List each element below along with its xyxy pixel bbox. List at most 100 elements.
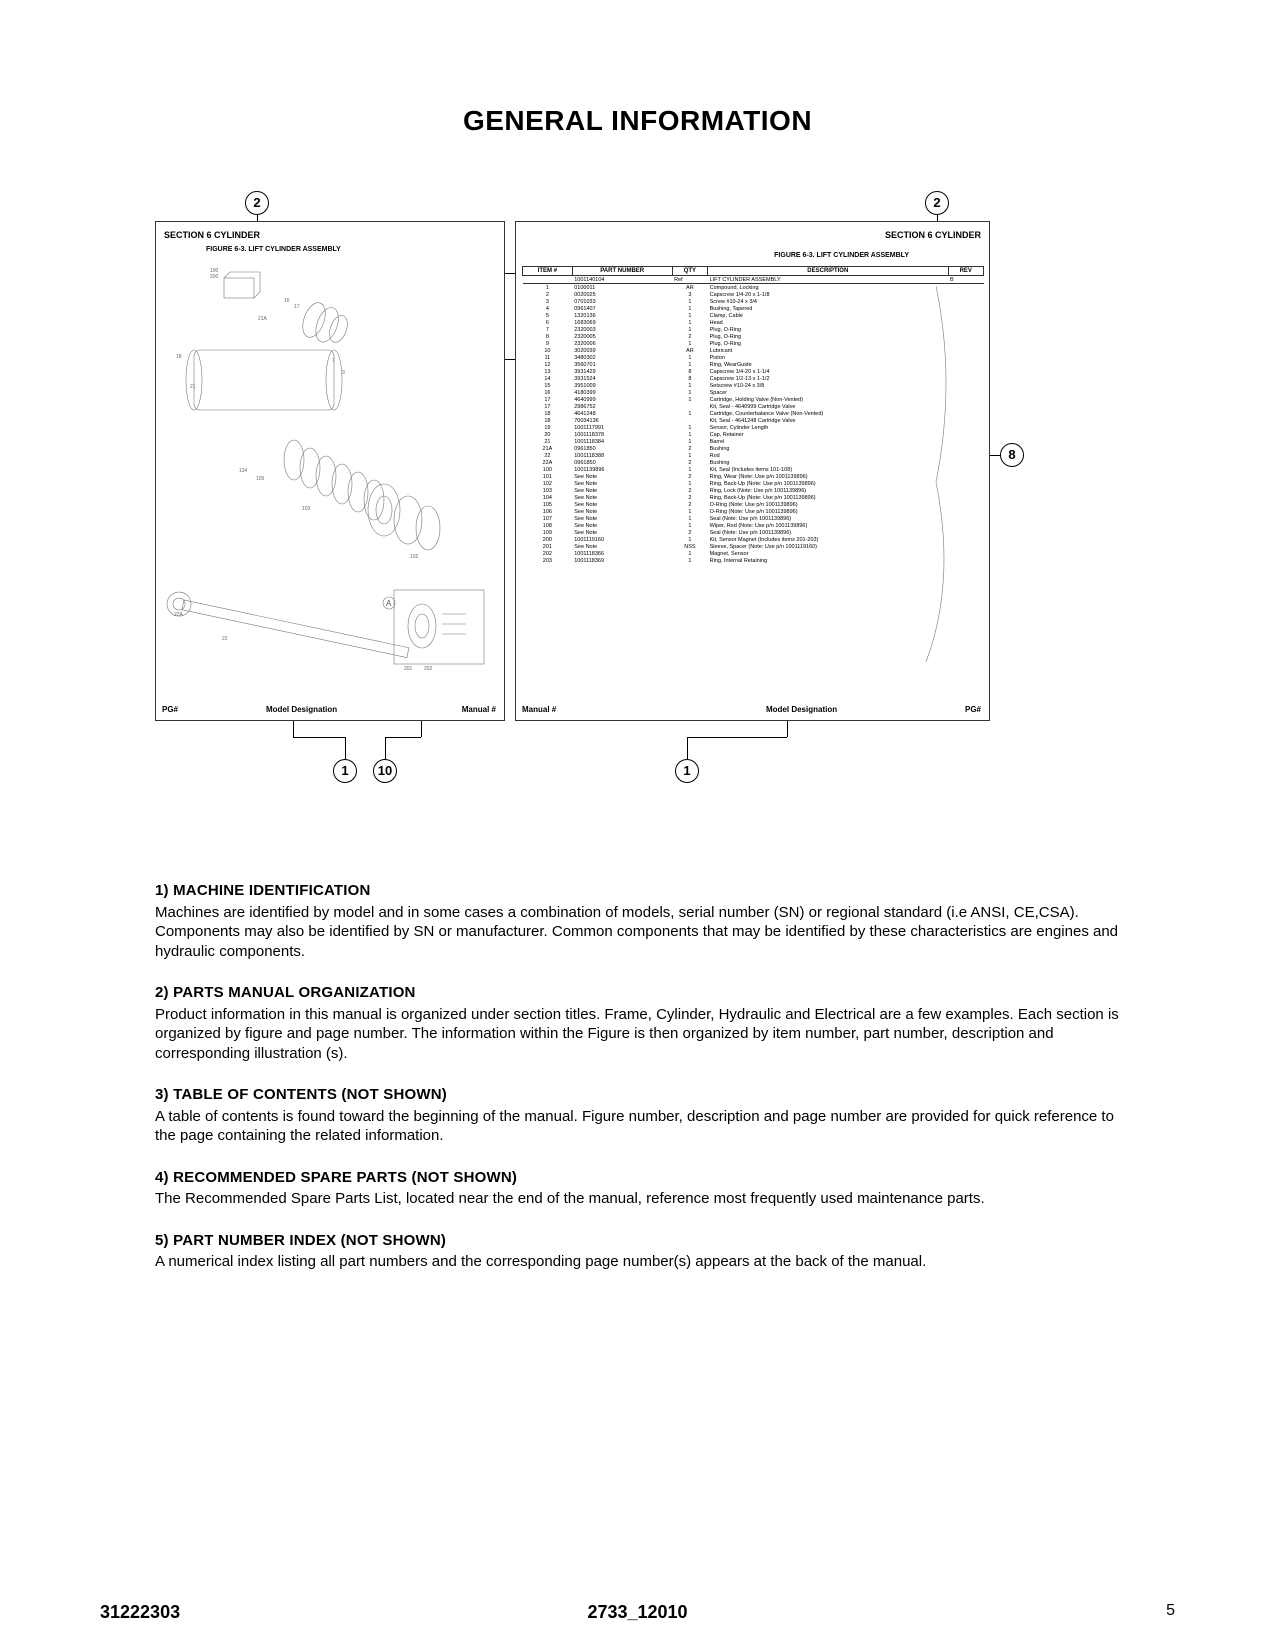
table-cell: 3480302: [572, 354, 672, 361]
leader: [687, 737, 688, 759]
table-cell: See Note: [572, 529, 672, 536]
table-cell: [672, 403, 707, 410]
table-cell: 1683069: [572, 319, 672, 326]
label-pg-left: PG#: [162, 705, 178, 714]
section-3-heading: 3) TABLE OF CONTENTS (NOT SHOWN): [155, 1085, 1120, 1105]
left-figure-title: FIGURE 6-3. LIFT CYLINDER ASSEMBLY: [206, 246, 341, 253]
table-cell: 4641248: [572, 410, 672, 417]
table-cell: 1: [672, 522, 707, 529]
table-cell: 7: [523, 326, 573, 333]
table-cell: 9: [523, 340, 573, 347]
table-cell: 1: [672, 438, 707, 445]
table-cell: 8: [672, 375, 707, 382]
table-cell: 100: [523, 466, 573, 473]
table-cell: 1: [672, 340, 707, 347]
table-cell: 107: [523, 515, 573, 522]
table-cell: Ref: [672, 276, 707, 284]
table-cell: 106: [523, 508, 573, 515]
diagram-right-panel: SECTION 6 CYLINDER FIGURE 6-3. LIFT CYLI…: [515, 221, 990, 721]
table-cell: See Note: [572, 508, 672, 515]
table-cell: [523, 276, 573, 284]
label-model-right: Model Designation: [766, 705, 837, 714]
diagram-left-panel: SECTION 6 CYLINDER FIGURE 6-3. LIFT CYLI…: [155, 221, 505, 721]
table-cell: 1: [523, 284, 573, 292]
table-cell: 1: [672, 452, 707, 459]
section-2-heading: 2) PARTS MANUAL ORGANIZATION: [155, 983, 1120, 1003]
svg-text:103: 103: [302, 506, 311, 512]
table-cell: 1001118369: [572, 557, 672, 564]
table-cell: 3020039: [572, 347, 672, 354]
svg-text:A: A: [386, 599, 392, 608]
table-cell: 2: [672, 333, 707, 340]
table-cell: 2: [672, 487, 707, 494]
table-cell: 1320136: [572, 312, 672, 319]
table-cell: 1: [672, 557, 707, 564]
label-manual-right: Manual #: [522, 705, 556, 714]
page-title: GENERAL INFORMATION: [155, 105, 1120, 137]
table-cell: 2: [672, 501, 707, 508]
table-cell: 2320005: [572, 333, 672, 340]
table-cell: 2: [672, 494, 707, 501]
table-cell: 1: [672, 354, 707, 361]
section-4-heading: 4) RECOMMENDED SPARE PARTS (NOT SHOWN): [155, 1168, 1120, 1188]
table-cell: 1: [672, 424, 707, 431]
table-cell: 109: [523, 529, 573, 536]
table-cell: 17: [523, 396, 573, 403]
callout-1-right: 1: [675, 759, 699, 783]
table-cell: See Note: [572, 480, 672, 487]
table-cell: 1: [672, 382, 707, 389]
diagram-area: 2 2 10 6 A 7 8 9 1 10: [155, 181, 1120, 801]
table-cell: 1: [672, 508, 707, 515]
table-cell: [672, 417, 707, 424]
svg-text:102: 102: [410, 554, 419, 560]
table-header-cell: ITEM #: [523, 267, 573, 276]
callout-10-bottom: 10: [373, 759, 397, 783]
table-cell: 3931429: [572, 368, 672, 375]
table-cell: 0020025: [572, 291, 672, 298]
table-cell: 18: [523, 417, 573, 424]
section-1-para: Machines are identified by model and in …: [155, 903, 1120, 962]
table-cell: 1001118366: [572, 550, 672, 557]
table-cell: 4640999: [572, 396, 672, 403]
table-header-cell: PART NUMBER: [572, 267, 672, 276]
label-pg-right: PG#: [965, 705, 981, 714]
table-cell: 0961407: [572, 305, 672, 312]
table-cell: AR: [672, 284, 707, 292]
exploded-view-sketch: A 100200 1617 21A 1821 73 134105 103102 …: [164, 260, 498, 680]
table-cell: See Note: [572, 515, 672, 522]
table-cell: 1: [672, 515, 707, 522]
table-cell: 3: [523, 298, 573, 305]
table-cell: 200: [523, 536, 573, 543]
table-cell: 2: [523, 291, 573, 298]
table-header-cell: REV: [948, 267, 983, 276]
table-cell: 1: [672, 466, 707, 473]
table-cell: 2986752: [572, 403, 672, 410]
section-5-para: A numerical index listing all part numbe…: [155, 1252, 1120, 1272]
table-cell: 1001139896: [572, 466, 672, 473]
brace-lines: [876, 282, 976, 682]
table-cell: See Note: [572, 487, 672, 494]
left-section-header: SECTION 6 CYLINDER: [164, 230, 260, 240]
table-cell: 4: [523, 305, 573, 312]
table-cell: 16: [523, 389, 573, 396]
leader: [787, 721, 788, 737]
table-cell: See Note: [572, 473, 672, 480]
table-cell: 18: [523, 410, 573, 417]
table-cell: 21: [523, 438, 573, 445]
body-text: 1) MACHINE IDENTIFICATION Machines are i…: [155, 881, 1120, 1272]
table-cell: 2: [672, 529, 707, 536]
table-cell: 1: [672, 431, 707, 438]
table-cell: 1001140104: [572, 276, 672, 284]
table-cell: 22A: [523, 459, 573, 466]
leader: [385, 737, 386, 759]
section-5-heading: 5) PART NUMBER INDEX (NOT SHOWN): [155, 1231, 1120, 1251]
table-cell: 2320003: [572, 326, 672, 333]
table-cell: 6: [523, 319, 573, 326]
table-cell: 5: [523, 312, 573, 319]
table-cell: 0100011: [572, 284, 672, 292]
leader: [345, 737, 346, 759]
table-cell: 1: [672, 410, 707, 417]
table-cell: 1001118378: [572, 431, 672, 438]
svg-text:7: 7: [332, 358, 335, 364]
table-cell: 1: [672, 298, 707, 305]
